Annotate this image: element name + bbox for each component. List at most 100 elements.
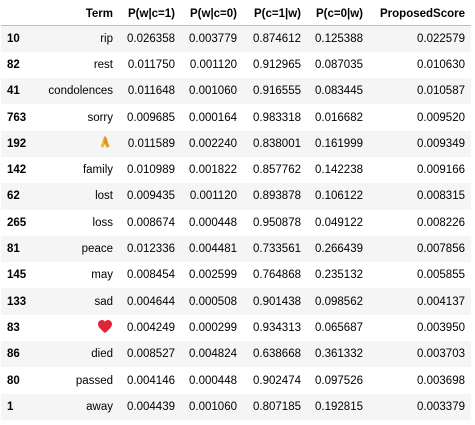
cell-pw-c0: 0.000164 (189, 111, 237, 124)
cell-pw-c0: 0.001060 (189, 85, 237, 98)
header-pc0-w: P(c=0|w) (307, 2, 369, 26)
table-body: 10 rip 0.026358 0.003779 0.874612 0.125388 0.0… (1, 25, 471, 420)
cell-pc1-w: 0.902474 (253, 374, 301, 387)
cell-pc0-w: 0.192815 (315, 400, 363, 413)
cell-pc1-w: 0.916555 (253, 85, 301, 98)
cell-pc1-w: 0.950878 (253, 216, 301, 229)
cell-pw-c0: 0.004481 (189, 243, 237, 256)
table-row: 86 died 0.008527 0.004824 0.638668 0.361332 0.… (1, 341, 471, 368)
row-index: 81 (7, 243, 20, 256)
cell-pw-c1: 0.009435 (127, 190, 175, 203)
cell-pc0-w: 0.065687 (315, 321, 363, 334)
cell-pc0-w: 0.235132 (315, 269, 363, 282)
table-row: 265 loss 0.008674 0.000448 0.950878 0.049122 0… (1, 209, 471, 236)
cell-term: sad (94, 295, 113, 308)
cell-pw-c1: 0.004644 (127, 295, 175, 308)
cell-pc1-w: 0.733561 (253, 243, 301, 256)
row-index: 763 (7, 111, 27, 124)
cell-pw-c1: 0.011648 (127, 85, 175, 98)
table-row: 83 0.004249 0.000299 0.934313 0.065687 0.0039… (1, 314, 471, 342)
cell-pc1-w: 0.934313 (253, 321, 301, 334)
cell-pc1-w: 0.983318 (253, 111, 301, 124)
cell-pc1-w: 0.912965 (253, 58, 301, 71)
cell-pw-c1: 0.011750 (127, 58, 175, 71)
cell-pw-c1: 0.004439 (127, 400, 175, 413)
cell-pw-c0: 0.003779 (189, 32, 237, 45)
cell-term: may (91, 269, 113, 282)
row-index: 80 (7, 374, 20, 387)
cell-pw-c1: 0.008454 (127, 269, 175, 282)
table-header: Term P(w|c=1) P(w|c=0) P(c=1|w) P(c=0|w)… (1, 2, 471, 26)
cell-proposed-score: 0.003703 (417, 348, 465, 361)
row-index: 62 (7, 190, 20, 203)
table-row: 10 rip 0.026358 0.003779 0.874612 0.125388 0.0… (1, 25, 471, 52)
folded-hands-emoji-icon (97, 134, 113, 153)
cell-proposed-score: 0.009166 (417, 164, 465, 177)
cell-pw-c0: 0.000299 (189, 321, 237, 334)
cell-pw-c1: 0.011589 (127, 137, 175, 150)
cell-term: family (82, 164, 113, 177)
cell-pc0-w: 0.266439 (315, 243, 363, 256)
table-row: 145 may 0.008454 0.002599 0.764868 0.235132 0.… (1, 262, 471, 289)
table-row: 82 rest 0.011750 0.001120 0.912965 0.087035 0.… (1, 51, 471, 79)
cell-pc0-w: 0.049122 (315, 216, 363, 229)
row-index: 86 (7, 348, 20, 361)
cell-pc0-w: 0.016682 (315, 111, 363, 124)
cell-term (39, 315, 119, 341)
cell-pc1-w: 0.807185 (253, 400, 301, 413)
cell-term: passed (75, 374, 113, 387)
cell-proposed-score: 0.005855 (417, 269, 465, 282)
cell-pw-c0: 0.002240 (189, 137, 237, 150)
cell-pw-c0: 0.000448 (189, 374, 237, 387)
cell-pc1-w: 0.857762 (253, 164, 301, 177)
row-index: 142 (7, 164, 27, 177)
cell-pw-c1: 0.009685 (127, 111, 175, 124)
cell-pw-c0: 0.001060 (189, 400, 237, 413)
cell-proposed-score: 0.003698 (417, 374, 465, 387)
table-row: 41 condolences 0.011648 0.001060 0.916555 0.0… (1, 78, 471, 105)
cell-pc1-w: 0.838001 (253, 137, 301, 150)
cell-term: peace (81, 243, 113, 256)
cell-proposed-score: 0.022579 (417, 32, 465, 45)
cell-pc0-w: 0.125388 (315, 32, 363, 45)
header-pw-c0: P(w|c=0) (181, 2, 243, 26)
header-row: Term P(w|c=1) P(w|c=0) P(c=1|w) P(c=0|w)… (1, 2, 471, 26)
cell-pc0-w: 0.142238 (315, 164, 363, 177)
table-row: 142 family 0.010989 0.001822 0.857762 0.14223… (1, 156, 471, 184)
cell-pw-c0: 0.002599 (189, 269, 237, 282)
cell-proposed-score: 0.008226 (417, 216, 465, 229)
cell-pc0-w: 0.098562 (315, 295, 363, 308)
cell-pc0-w: 0.161999 (315, 137, 363, 150)
cell-pc1-w: 0.764868 (253, 269, 301, 282)
row-index: 41 (7, 85, 20, 98)
table-row: 80 passed 0.004146 0.000448 0.902474 0.097526… (1, 367, 471, 394)
row-index: 83 (7, 321, 20, 334)
cell-pc0-w: 0.083445 (315, 85, 363, 98)
cell-term (39, 131, 119, 157)
cell-proposed-score: 0.009520 (417, 111, 465, 124)
cell-proposed-score: 0.003379 (417, 400, 465, 413)
table-row: 1 away 0.004439 0.001060 0.807185 0.192815 0.0… (1, 393, 471, 420)
cell-term: condolences (48, 85, 113, 98)
cell-term: died (91, 348, 113, 361)
cell-proposed-score: 0.010630 (417, 58, 465, 71)
header-pw-c1: P(w|c=1) (119, 2, 181, 26)
cell-pw-c1: 0.026358 (127, 32, 175, 45)
row-index: 265 (7, 216, 27, 229)
cell-pw-c1: 0.010989 (127, 164, 175, 177)
cell-proposed-score: 0.009349 (417, 137, 465, 150)
table-row: 81 peace 0.012336 0.004481 0.733561 0.266439 0… (1, 235, 471, 263)
header-proposed-score: ProposedScore (369, 2, 471, 26)
cell-term: away (86, 400, 113, 413)
cell-pc1-w: 0.874612 (253, 32, 301, 45)
row-index: 82 (7, 58, 20, 71)
header-pc1-w: P(c=1|w) (243, 2, 307, 26)
header-index (1, 2, 39, 26)
table-row: 763 sorry 0.009685 0.000164 0.983318 0.016682… (1, 104, 471, 131)
row-index: 192 (7, 137, 27, 150)
cell-pw-c1: 0.008674 (127, 216, 175, 229)
cell-proposed-score: 0.008315 (417, 190, 465, 203)
row-index: 133 (7, 295, 27, 308)
cell-pc1-w: 0.638668 (253, 348, 301, 361)
table-row: 62 lost 0.009435 0.001120 0.893878 0.106122 0.… (1, 183, 471, 210)
